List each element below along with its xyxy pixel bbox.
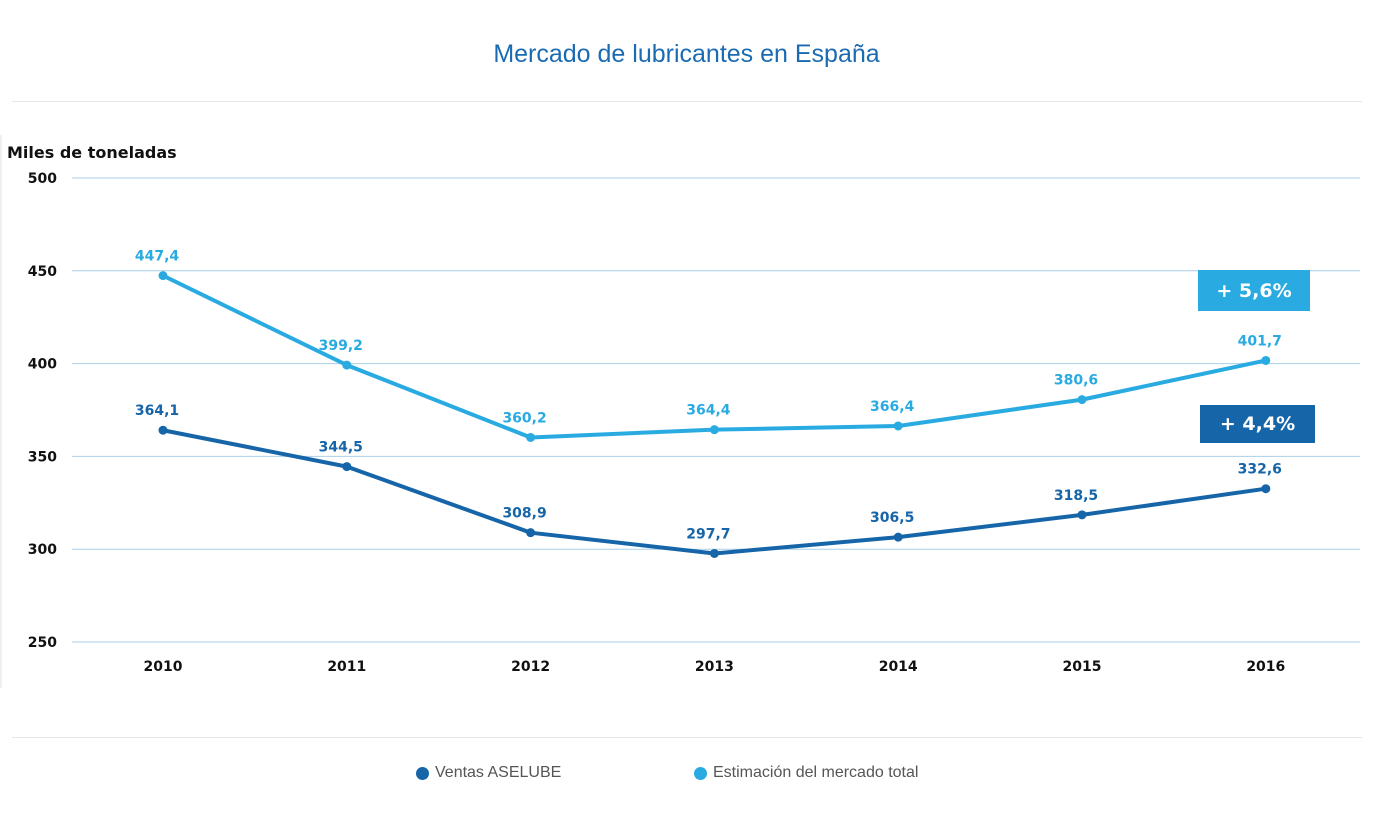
data-point [1077,510,1087,520]
x-tick-label: 2016 [1246,659,1285,675]
legend-dot-icon [694,766,707,780]
data-label: 364,4 [686,403,731,419]
data-point [158,271,168,281]
chart-title: Mercado de lubricantes en España [493,40,880,68]
data-point [893,532,903,542]
data-label: 401,7 [1238,333,1282,349]
data-point [526,432,536,442]
x-tick-label: 2015 [1063,659,1102,675]
x-tick-label: 2010 [144,659,183,675]
divider [12,101,1362,102]
data-label: 318,5 [1054,488,1098,504]
data-point [709,425,719,435]
data-point [893,421,903,431]
x-tick-label: 2013 [695,659,734,675]
x-tick-label: 2012 [511,659,550,675]
data-label: 332,6 [1238,462,1282,478]
growth-badge-market: + 5,6% [1198,270,1310,311]
data-point [1261,355,1271,365]
legend-label: Estimación del mercado total [713,764,919,781]
line-chart: Miles de toneladas 500 450 400 350 300 250 201… [0,135,1360,688]
data-label: 447,4 [135,249,180,265]
data-point [342,462,352,472]
y-tick-label: 300 [28,542,57,558]
y-tick-label: 250 [28,635,57,651]
data-label: 380,6 [1054,373,1098,389]
data-label: 360,2 [502,410,546,426]
y-tick-label: 350 [28,449,57,465]
legend-item-market: Estimación del mercado total [694,764,918,782]
divider [12,737,1362,738]
data-label: 344,5 [319,440,363,456]
y-axis-label: Miles de toneladas [7,143,177,162]
data-point [158,425,168,435]
y-tick-label: 500 [28,171,57,187]
data-label: 306,5 [870,510,914,526]
data-point [1077,395,1087,405]
data-label: 366,4 [870,399,915,415]
legend-label: Ventas ASELUBE [435,764,562,781]
legend-dot-icon [416,766,429,780]
growth-badge-aselube: + 4,4% [1200,405,1315,443]
data-label: 399,2 [319,338,363,354]
y-tick-label: 400 [28,357,57,373]
data-label: 297,7 [686,526,730,542]
x-tick-label: 2014 [879,659,918,675]
data-label: 308,9 [502,506,546,522]
data-point [1261,484,1271,494]
x-tick-label: 2011 [327,659,366,675]
data-point [709,548,719,558]
legend-item-aselube: Ventas ASELUBE [416,764,561,782]
data-point [342,360,352,370]
data-label: 364,1 [135,403,179,419]
y-tick-label: 450 [28,264,57,280]
data-point [526,528,536,538]
